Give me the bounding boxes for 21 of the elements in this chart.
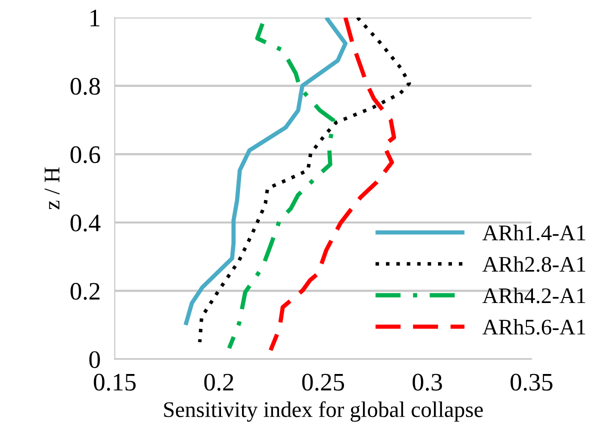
legend-label: ARh4.2-A1 bbox=[482, 288, 586, 304]
x-tick-label: 0.25 bbox=[302, 374, 344, 391]
legend-label: ARh1.4-A1 bbox=[482, 224, 586, 241]
y-tick-label: 1 bbox=[90, 10, 100, 26]
x-axis-title: Sensitivity index for global collapse bbox=[164, 401, 483, 422]
x-tick-label: 0.3 bbox=[412, 374, 442, 391]
y-axis-title: z / H bbox=[44, 167, 60, 210]
y-tick-label: 0.4 bbox=[70, 214, 100, 232]
y-tick-label: 0 bbox=[89, 351, 100, 368]
line-series bbox=[198, 18, 411, 344]
y-tick-label: 0.8 bbox=[70, 78, 100, 95]
line-series bbox=[227, 22, 336, 350]
y-tick-label: 0.6 bbox=[70, 146, 100, 164]
line-series bbox=[268, 18, 396, 352]
y-tick-label: 0.2 bbox=[70, 282, 100, 300]
x-tick-label: 0.35 bbox=[510, 374, 552, 391]
legend-label: ARh2.8-A1 bbox=[482, 256, 586, 272]
line-series bbox=[184, 18, 348, 328]
legend-label: ARh5.6-A1 bbox=[482, 319, 586, 335]
x-tick-label: 0.15 bbox=[94, 374, 136, 391]
x-tick-label: 0.2 bbox=[204, 374, 234, 391]
